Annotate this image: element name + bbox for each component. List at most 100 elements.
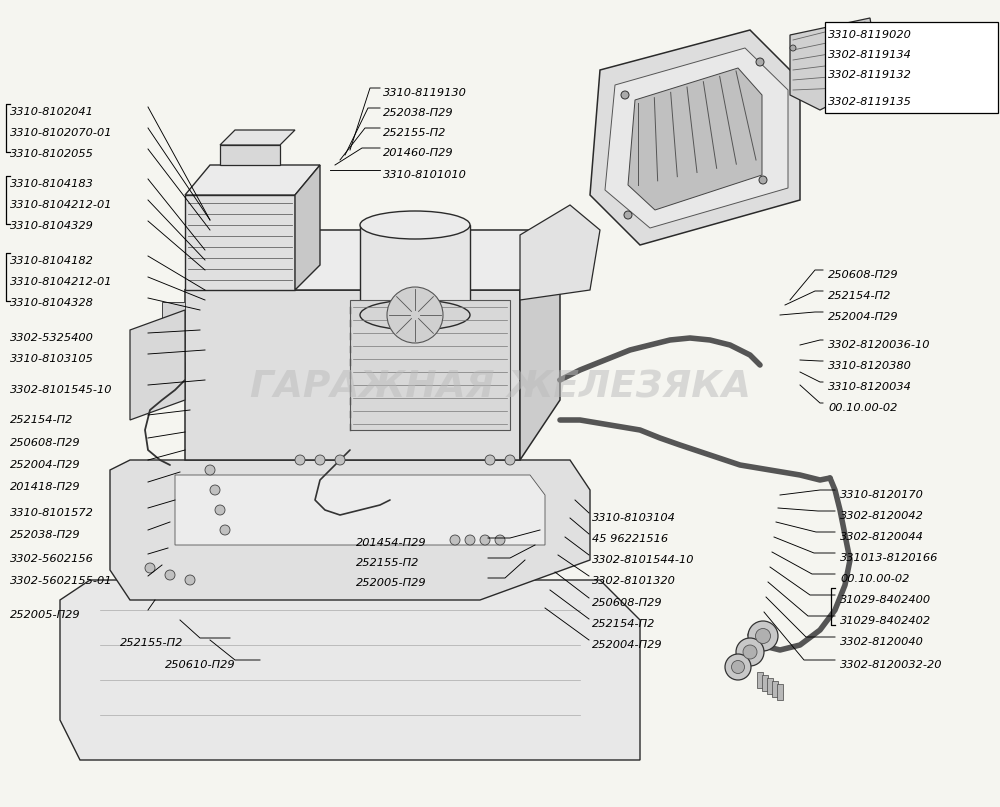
Text: 331013-8120166: 331013-8120166 <box>840 553 938 563</box>
Text: 3302-8120042: 3302-8120042 <box>840 511 924 521</box>
Ellipse shape <box>360 300 470 330</box>
Polygon shape <box>185 165 320 195</box>
Text: 250610-П29: 250610-П29 <box>165 660 236 670</box>
Text: 201454-П29: 201454-П29 <box>356 538 427 548</box>
Text: 201460-П29: 201460-П29 <box>383 148 454 158</box>
Text: 252038-П29: 252038-П29 <box>10 530 81 540</box>
Polygon shape <box>790 18 880 110</box>
Circle shape <box>215 505 225 515</box>
Text: 3302-5325400: 3302-5325400 <box>10 333 94 343</box>
Ellipse shape <box>360 211 470 239</box>
Polygon shape <box>175 475 545 545</box>
Circle shape <box>732 660 744 674</box>
Text: 252004-П29: 252004-П29 <box>828 312 899 322</box>
Text: 201418-П29: 201418-П29 <box>10 482 81 492</box>
Circle shape <box>743 645 757 659</box>
Circle shape <box>756 629 770 643</box>
Text: 252005-П29: 252005-П29 <box>10 610 81 620</box>
Polygon shape <box>520 205 600 300</box>
Text: 3310-8101572: 3310-8101572 <box>10 508 94 518</box>
Bar <box>777 684 783 700</box>
Circle shape <box>295 455 305 465</box>
Circle shape <box>205 465 215 475</box>
Circle shape <box>790 45 796 51</box>
Text: 3310-8104212-01: 3310-8104212-01 <box>10 200 112 210</box>
Circle shape <box>505 455 515 465</box>
Polygon shape <box>295 165 320 290</box>
Text: 00.10.00-02: 00.10.00-02 <box>828 403 897 413</box>
Text: 00.10.00-02: 00.10.00-02 <box>840 574 909 584</box>
Text: 252154-П2: 252154-П2 <box>828 291 891 301</box>
Text: 252155-П2: 252155-П2 <box>120 638 183 648</box>
Circle shape <box>210 485 220 495</box>
Text: 252155-П2: 252155-П2 <box>356 558 419 568</box>
Text: 45 96221516: 45 96221516 <box>592 534 668 544</box>
Circle shape <box>736 638 764 666</box>
Text: 3310-8102070-01: 3310-8102070-01 <box>10 128 112 138</box>
Bar <box>767 678 773 694</box>
Circle shape <box>756 58 764 66</box>
Text: 3302-8119135: 3302-8119135 <box>828 97 912 107</box>
Polygon shape <box>360 225 470 315</box>
Circle shape <box>867 69 873 75</box>
Polygon shape <box>628 68 762 210</box>
Polygon shape <box>220 145 280 165</box>
Text: 3302-8119132: 3302-8119132 <box>828 70 912 80</box>
Circle shape <box>220 525 230 535</box>
Polygon shape <box>60 580 640 760</box>
Circle shape <box>857 25 863 31</box>
Circle shape <box>759 176 767 184</box>
Text: 250608-П29: 250608-П29 <box>592 598 663 608</box>
Circle shape <box>621 91 629 99</box>
Bar <box>762 675 768 691</box>
Circle shape <box>465 535 475 545</box>
Text: 31029-8402400: 31029-8402400 <box>840 595 931 605</box>
Text: 3310-8104182: 3310-8104182 <box>10 256 94 266</box>
Text: 3302-8101320: 3302-8101320 <box>592 576 676 586</box>
Text: 3310-8102055: 3310-8102055 <box>10 149 94 159</box>
Text: 252154-П2: 252154-П2 <box>592 619 655 629</box>
Text: 3310-8104329: 3310-8104329 <box>10 221 94 231</box>
Polygon shape <box>220 130 295 145</box>
Text: 252154-П2: 252154-П2 <box>10 415 73 425</box>
Text: 3302-8120040: 3302-8120040 <box>840 637 924 647</box>
Text: 3302-8101544-10: 3302-8101544-10 <box>592 555 694 565</box>
Polygon shape <box>185 195 295 290</box>
Text: 3310-8103104: 3310-8103104 <box>592 513 676 523</box>
Text: 3310-8120170: 3310-8120170 <box>840 490 924 500</box>
Circle shape <box>450 535 460 545</box>
Text: 3310-8102041: 3310-8102041 <box>10 107 94 117</box>
Polygon shape <box>162 362 185 378</box>
Bar <box>772 681 778 697</box>
Text: 31029-8402402: 31029-8402402 <box>840 616 931 626</box>
Circle shape <box>145 563 155 573</box>
Polygon shape <box>110 460 590 600</box>
Text: 3310-8119020: 3310-8119020 <box>828 30 912 40</box>
Circle shape <box>748 621 778 651</box>
Bar <box>825 22 998 113</box>
Text: 3310-8103105: 3310-8103105 <box>10 354 94 364</box>
Text: ГАРАЖНАЯ ЖЕЛЕЗЯКА: ГАРАЖНАЯ ЖЕЛЕЗЯКА <box>250 370 750 405</box>
Polygon shape <box>130 310 185 420</box>
Text: 252005-П29: 252005-П29 <box>356 578 427 588</box>
Text: 3302-8120032-20: 3302-8120032-20 <box>840 660 942 670</box>
Text: 3302-8120044: 3302-8120044 <box>840 532 924 542</box>
Text: 3310-8119130: 3310-8119130 <box>383 88 467 98</box>
Text: 252155-П2: 252155-П2 <box>383 128 446 138</box>
Polygon shape <box>185 290 520 460</box>
Circle shape <box>387 287 443 343</box>
Polygon shape <box>590 30 800 245</box>
Text: 3302-5602156: 3302-5602156 <box>10 554 94 564</box>
Polygon shape <box>350 300 510 430</box>
Text: 3310-8104183: 3310-8104183 <box>10 179 94 189</box>
Text: 3310-8104328: 3310-8104328 <box>10 298 94 308</box>
Text: 3302-8101545-10: 3302-8101545-10 <box>10 385 112 395</box>
Text: 252038-П29: 252038-П29 <box>383 108 454 118</box>
Circle shape <box>165 570 175 580</box>
Text: 3302-5602155-01: 3302-5602155-01 <box>10 576 112 586</box>
Circle shape <box>480 535 490 545</box>
Circle shape <box>185 575 195 585</box>
Circle shape <box>485 455 495 465</box>
Circle shape <box>495 535 505 545</box>
Text: 250608-П29: 250608-П29 <box>10 438 81 448</box>
